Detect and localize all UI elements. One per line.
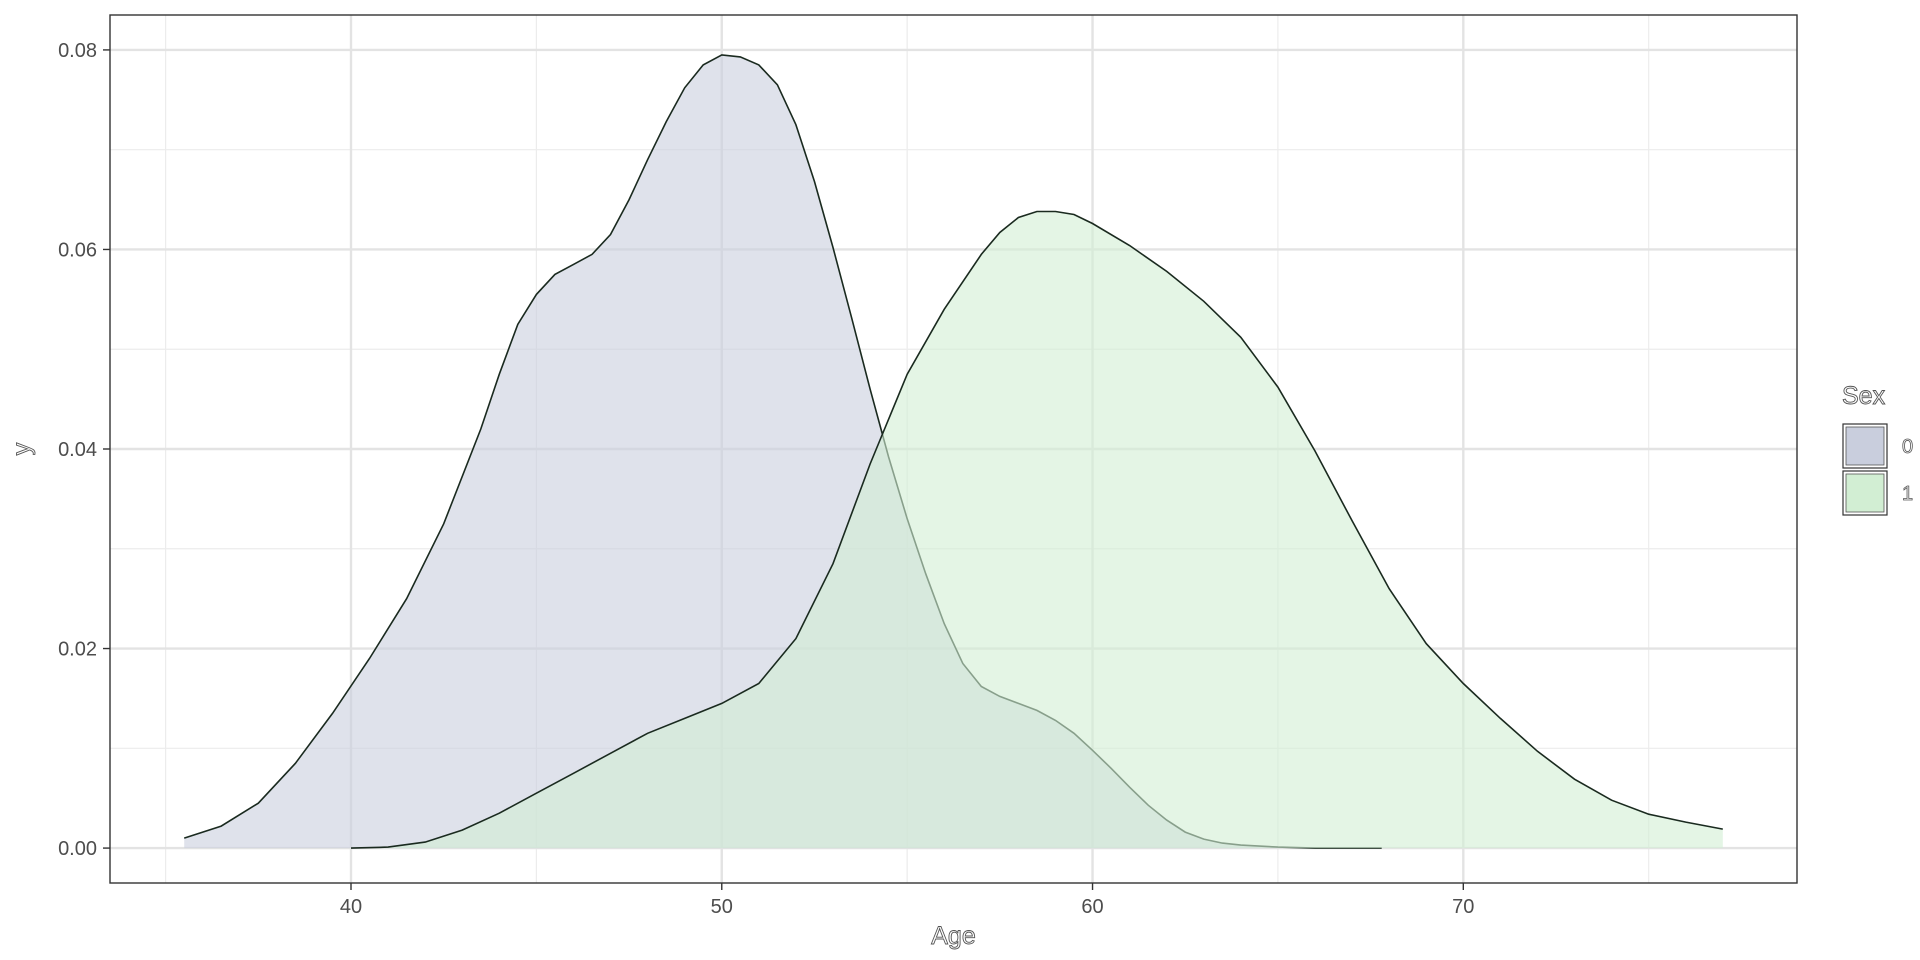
x-tick-label: 70 bbox=[1452, 896, 1474, 918]
density-area-sex-1 bbox=[351, 211, 1723, 849]
y-axis-title: y bbox=[8, 442, 36, 455]
x-tick-label: 60 bbox=[1081, 896, 1103, 918]
y-axis: 0.00 0.02 0.04 0.06 0.08 bbox=[58, 40, 110, 860]
y-tick-label: 0.04 bbox=[58, 439, 97, 461]
y-tick-label: 0.02 bbox=[58, 639, 97, 661]
legend-label-sex-1: 1 bbox=[1902, 483, 1913, 505]
legend-title: Sex bbox=[1842, 382, 1886, 410]
x-tick-label: 40 bbox=[340, 896, 362, 918]
x-axis: 40 50 60 70 bbox=[340, 883, 1474, 918]
density-area-sex-0 bbox=[184, 54, 1382, 849]
y-tick-label: 0.06 bbox=[58, 239, 97, 261]
y-tick-label: 0.08 bbox=[58, 40, 97, 62]
legend: Sex 0 1 bbox=[1842, 382, 1914, 516]
legend-label-sex-0: 0 bbox=[1902, 436, 1913, 458]
legend-swatch-sex-0 bbox=[1845, 426, 1885, 466]
y-tick-label: 0.00 bbox=[58, 838, 97, 860]
x-tick-label: 50 bbox=[711, 896, 733, 918]
density-areas bbox=[183, 54, 1723, 849]
legend-swatch-sex-1 bbox=[1845, 473, 1885, 513]
x-axis-title: Age bbox=[931, 922, 975, 950]
density-line-sex-1 bbox=[350, 210, 1723, 849]
